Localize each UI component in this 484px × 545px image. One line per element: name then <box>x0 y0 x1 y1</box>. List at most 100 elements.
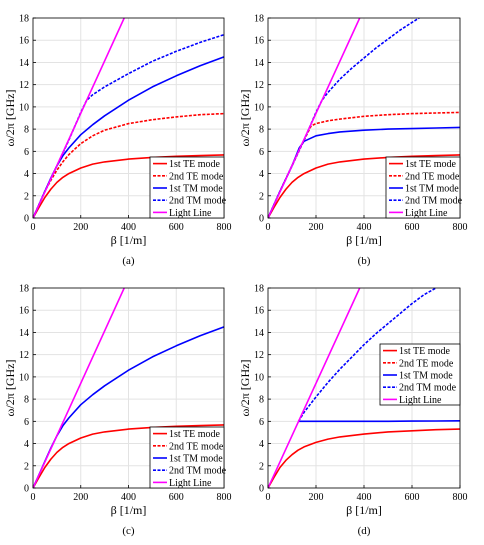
x-tick-label: 0 <box>31 222 36 233</box>
panel-caption: (c) <box>122 525 135 537</box>
legend-label: 2nd TM mode <box>405 196 463 207</box>
x-axis-label: β [1/m] <box>111 233 147 247</box>
x-tick-label: 0 <box>266 492 271 503</box>
y-axis-label: ω/2π [GHz] <box>238 360 252 417</box>
y-axis-label: ω/2π [GHz] <box>238 90 252 147</box>
y-tick-label: 6 <box>24 147 29 158</box>
y-tick-label: 12 <box>19 80 29 91</box>
y-tick-label: 6 <box>259 147 264 158</box>
y-tick-label: 0 <box>259 214 264 225</box>
chart-panel: 0 200 400 600 800 0 2 4 6 8 10 12 14 16 18 β [1/m] ω/2π … <box>3 14 232 268</box>
y-tick-label: 0 <box>24 484 29 495</box>
y-axis-label: ω/2π [GHz] <box>3 360 17 417</box>
legend-label: 2nd TM mode <box>169 466 227 477</box>
x-tick-label: 600 <box>169 492 184 503</box>
legend-label: 1st TM mode <box>169 454 223 465</box>
y-tick-label: 16 <box>254 36 264 47</box>
legend-label: 1st TE mode <box>399 346 450 357</box>
chart-panel: 0 200 400 600 800 0 2 4 6 8 10 12 14 16 18 β [1/m] ω/2π … <box>3 284 232 538</box>
y-tick-label: 14 <box>254 328 264 339</box>
x-axis-label: β [1/m] <box>111 503 147 517</box>
y-tick-label: 0 <box>259 484 264 495</box>
legend-label: 2nd TM mode <box>169 196 227 207</box>
x-tick-label: 800 <box>453 222 468 233</box>
x-tick-label: 0 <box>266 222 271 233</box>
y-tick-label: 18 <box>19 284 29 295</box>
y-tick-label: 12 <box>254 80 264 91</box>
series-line-light-line <box>33 288 125 488</box>
panel-caption: (b) <box>358 255 371 267</box>
y-tick-label: 8 <box>24 395 29 406</box>
y-tick-label: 6 <box>24 417 29 428</box>
series-line-2nd-tm-mode <box>33 33 224 218</box>
x-tick-label: 400 <box>357 222 372 233</box>
y-tick-label: 8 <box>259 395 264 406</box>
legend-label: Light Line <box>399 395 442 406</box>
x-tick-label: 200 <box>73 492 88 503</box>
y-tick-label: 14 <box>254 58 264 69</box>
legend-label: 2nd TE mode <box>399 358 454 369</box>
y-tick-label: 12 <box>254 350 264 361</box>
y-tick-label: 2 <box>259 461 264 472</box>
x-axis-label: β [1/m] <box>346 233 382 247</box>
y-tick-label: 14 <box>19 328 29 339</box>
legend-label: 1st TM mode <box>399 371 453 382</box>
y-tick-label: 0 <box>24 214 29 225</box>
series-line-2nd-te-mode <box>268 111 460 218</box>
x-tick-label: 800 <box>217 492 232 503</box>
y-axis-label: ω/2π [GHz] <box>3 90 17 147</box>
y-tick-label: 12 <box>19 350 29 361</box>
x-tick-label: 0 <box>31 492 36 503</box>
x-tick-label: 400 <box>121 222 136 233</box>
series-line-2nd-tm-mode <box>297 288 437 422</box>
x-tick-label: 600 <box>169 222 184 233</box>
legend-label: 2nd TE mode <box>169 441 224 452</box>
x-tick-label: 200 <box>73 222 88 233</box>
x-tick-label: 400 <box>121 492 136 503</box>
series-line-2nd-tm-mode <box>268 18 420 218</box>
legend-label: 1st TE mode <box>169 159 220 170</box>
legend-label: Light Line <box>169 478 212 489</box>
legend-label: Light Line <box>169 208 212 219</box>
x-axis-label: β [1/m] <box>346 503 382 517</box>
y-tick-label: 2 <box>24 461 29 472</box>
series-line-light-line <box>268 18 361 218</box>
y-tick-label: 6 <box>259 417 264 428</box>
y-tick-label: 4 <box>24 169 29 180</box>
y-tick-label: 2 <box>259 191 264 202</box>
series-line-light-line <box>268 288 361 488</box>
x-tick-label: 800 <box>217 222 232 233</box>
x-tick-label: 400 <box>357 492 372 503</box>
y-tick-label: 16 <box>254 306 264 317</box>
legend-label: 2nd TM mode <box>399 383 457 394</box>
legend-label: 1st TM mode <box>169 184 223 195</box>
legend-label: 1st TE mode <box>169 429 220 440</box>
y-tick-label: 8 <box>24 125 29 136</box>
y-tick-label: 10 <box>19 372 29 383</box>
panel-caption: (a) <box>122 255 135 267</box>
x-tick-label: 600 <box>405 222 420 233</box>
x-tick-label: 800 <box>453 492 468 503</box>
legend-label: Light Line <box>405 208 448 219</box>
y-tick-label: 8 <box>259 125 264 136</box>
series-line-1st-tm-mode <box>298 420 460 423</box>
series-line-1st-te-mode <box>268 428 460 488</box>
y-tick-label: 4 <box>259 439 264 450</box>
x-tick-label: 600 <box>405 492 420 503</box>
series-line-2nd-te-mode <box>33 112 224 218</box>
y-tick-label: 2 <box>24 191 29 202</box>
x-tick-label: 200 <box>309 222 324 233</box>
y-tick-label: 16 <box>19 36 29 47</box>
panel-caption: (d) <box>358 525 371 537</box>
series-line-light-line <box>33 18 125 218</box>
chart-panel: 0 200 400 600 800 0 2 4 6 8 10 12 14 16 18 β [1/m] ω/2π … <box>238 14 468 268</box>
legend-label: 1st TE mode <box>405 159 456 170</box>
y-tick-label: 4 <box>24 439 29 450</box>
y-tick-label: 10 <box>19 102 29 113</box>
y-tick-label: 4 <box>259 169 264 180</box>
